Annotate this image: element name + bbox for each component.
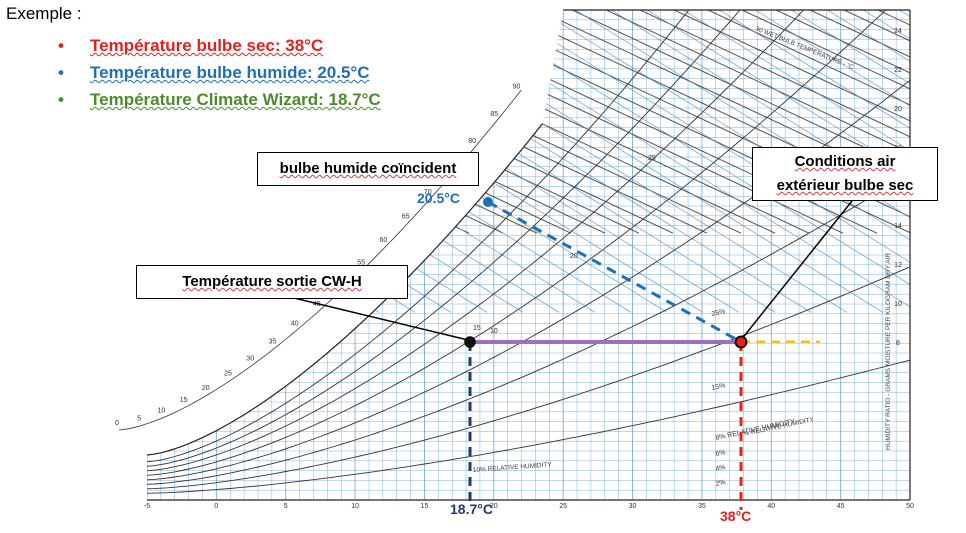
enthalpy-line bbox=[690, 10, 910, 234]
y-tick-label: 14 bbox=[894, 223, 902, 230]
relative-humidity-curve bbox=[147, 10, 910, 472]
wet-bulb-line bbox=[794, 10, 910, 313]
label-dry-bulb-value: 38°C bbox=[720, 508, 752, 524]
callout-outdoor-conditions: Conditions air extérieur bulbe sec bbox=[752, 147, 938, 201]
enthalpy-line bbox=[758, 10, 910, 234]
y-tick-label: 24 bbox=[894, 28, 902, 35]
x-tick-label: 45 bbox=[837, 503, 845, 510]
enthalpy-tick-label: 70 bbox=[424, 189, 432, 196]
bullet-climate-wizard-text: Température Climate Wizard: 18.7°C bbox=[90, 90, 381, 109]
callout-outdoor-line2: extérieur bulbe sec bbox=[776, 177, 914, 194]
rh-label: 2% bbox=[715, 479, 726, 488]
cw-outlet-point bbox=[464, 336, 476, 348]
x-tick-label: 50 bbox=[906, 503, 914, 510]
enthalpy-tick-label: 15 bbox=[180, 397, 188, 404]
wet-bulb-dashed-line bbox=[487, 200, 742, 344]
example-title: Exemple : bbox=[6, 4, 82, 23]
x-tick-label: 35 bbox=[698, 503, 706, 510]
callout-outdoor-line1: Conditions air bbox=[794, 153, 896, 170]
callout-outdoor-leader bbox=[740, 200, 853, 341]
saturation-curve bbox=[146, 123, 543, 456]
chart-overlay bbox=[293, 197, 853, 510]
enthalpy-tick-label: 5 bbox=[137, 416, 141, 423]
enthalpy-line bbox=[486, 10, 910, 234]
callout-wet-bulb-text: bulbe humide coïncident bbox=[279, 160, 457, 177]
relative-humidity-curve bbox=[147, 173, 910, 485]
relative-humidity-curve bbox=[147, 266, 910, 490]
y-tick-label: 10 bbox=[894, 301, 902, 308]
enthalpy-line bbox=[588, 10, 910, 234]
x-tick-label: 15 bbox=[421, 503, 429, 510]
enthalpy-line bbox=[520, 10, 910, 234]
y-tick-label: 12 bbox=[894, 262, 902, 269]
enthalpy-tick-label: 60 bbox=[380, 237, 388, 244]
enthalpy-tick-label: 85 bbox=[490, 111, 498, 118]
enthalpy-tick-label: 35 bbox=[269, 338, 277, 345]
x-tick-label: 10 bbox=[351, 503, 359, 510]
relative-humidity-curve bbox=[147, 10, 910, 476]
enthalpy-line bbox=[554, 10, 910, 234]
outdoor-condition-point bbox=[734, 335, 748, 349]
y-tick-label: 8 bbox=[896, 340, 900, 347]
rh-label: 25% bbox=[711, 308, 726, 318]
bullet-climate-wizard: • Température Climate Wizard: 18.7°C bbox=[58, 90, 381, 109]
wet-bulb-line bbox=[758, 10, 910, 313]
wet-bulb-line bbox=[470, 10, 910, 313]
callout-outlet-leader bbox=[293, 297, 469, 341]
callout-wet-bulb: bulbe humide coïncident bbox=[257, 152, 479, 186]
x-tick-label: 30 bbox=[629, 503, 637, 510]
wet-bulb-line bbox=[939, 0, 966, 312]
example-list: • Température bulbe sec: 38°C • Températur… bbox=[58, 32, 381, 113]
enthalpy-tick-label: 45 bbox=[313, 301, 321, 308]
enthalpy-tick-label: 0 bbox=[115, 420, 119, 427]
wet-bulb-line bbox=[650, 10, 910, 313]
enthalpy-tick-label: 65 bbox=[402, 214, 410, 221]
enthalpy-tick-label: 20 bbox=[202, 385, 210, 392]
enthalpy-scale-arc bbox=[118, 89, 522, 431]
wet-bulb-point bbox=[483, 197, 493, 207]
label-cw-value: 18.7°C bbox=[450, 501, 493, 517]
bullet-dry-bulb: • Température bulbe sec: 38°C bbox=[58, 36, 324, 55]
enthalpy-line bbox=[656, 10, 910, 234]
enthalpy-tick-label: 90 bbox=[513, 84, 521, 91]
wet-bulb-line bbox=[686, 10, 910, 313]
relative-humidity-curve bbox=[147, 10, 910, 463]
x-tick-label: 20 bbox=[490, 503, 498, 510]
x-tick-label: 5 bbox=[284, 503, 288, 510]
wet-bulb-line bbox=[722, 10, 910, 313]
enthalpy-tick-label: 55 bbox=[357, 259, 365, 266]
rh-label: 4% bbox=[715, 464, 726, 473]
x-tick-label: -5 bbox=[144, 503, 150, 510]
wet-bulb-tick-label: 15 bbox=[473, 325, 481, 332]
callout-outlet-temp-text: Température sortie CW-H bbox=[182, 273, 362, 290]
wet-bulb-tick-label: 10 bbox=[490, 328, 498, 335]
relative-humidity-curve bbox=[147, 359, 910, 494]
enthalpy-line bbox=[792, 10, 910, 234]
bullet-wet-bulb: • Température bulbe humide: 20.5°C bbox=[58, 63, 370, 82]
bullet-dry-bulb-text: Température bulbe sec: 38°C bbox=[90, 36, 324, 55]
rh-bottom-title: 10% RELATIVE HUMIDITY bbox=[473, 461, 553, 474]
y-tick-label: 22 bbox=[894, 67, 902, 74]
label-wet-bulb-value: 20.5°C bbox=[417, 190, 460, 206]
x-tick-label: 40 bbox=[767, 503, 775, 510]
enthalpy-tick-label: 30 bbox=[246, 355, 254, 362]
enthalpy-tick-label: 10 bbox=[158, 408, 166, 415]
relative-humidity-curve bbox=[147, 10, 910, 467]
y-tick-label: 20 bbox=[894, 106, 902, 113]
callout-outlet-temp: Température sortie CW-H bbox=[136, 265, 408, 299]
x-tick-label: 25 bbox=[559, 503, 567, 510]
enthalpy-tick-label: 40 bbox=[291, 320, 299, 327]
x-tick-label: 0 bbox=[214, 503, 218, 510]
enthalpy-line bbox=[724, 10, 910, 234]
wet-bulb-tick-label: 25 bbox=[648, 155, 656, 162]
bullet-wet-bulb-text: Température bulbe humide: 20.5°C bbox=[90, 63, 370, 82]
rh-label: 6% bbox=[715, 449, 726, 458]
enthalpy-tick-label: 80 bbox=[468, 138, 476, 145]
enthalpy-tick-label: 25 bbox=[224, 371, 232, 378]
wet-bulb-tick-label: 20 bbox=[570, 253, 578, 260]
rh-label: 15% bbox=[711, 382, 726, 392]
y-axis-title: HUMIDITY RATIO - GRAMS MOISTURE PER KILO… bbox=[885, 253, 892, 450]
